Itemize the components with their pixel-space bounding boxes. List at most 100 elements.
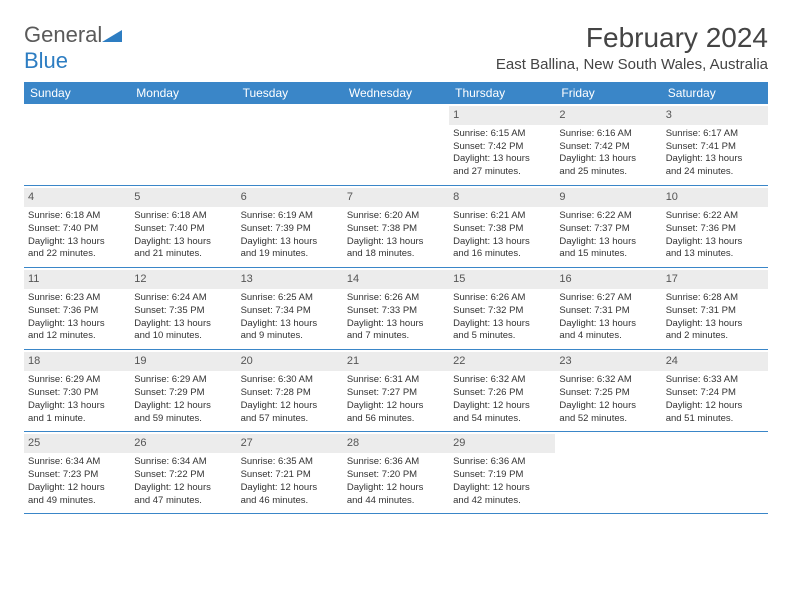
day-info-line: Sunset: 7:40 PM bbox=[134, 223, 232, 236]
day-info-line: Sunset: 7:28 PM bbox=[241, 387, 339, 400]
day-info-line: Sunset: 7:35 PM bbox=[134, 305, 232, 318]
day-info-line: and 7 minutes. bbox=[347, 330, 445, 343]
day-cell: 1 Sunrise: 6:15 AMSunset: 7:42 PMDaylight… bbox=[449, 104, 555, 185]
day-info-line: Sunrise: 6:19 AM bbox=[241, 210, 339, 223]
day-info: Sunrise: 6:36 AMSunset: 7:20 PMDaylight:… bbox=[347, 456, 445, 507]
day-info-line: Daylight: 13 hours bbox=[559, 153, 657, 166]
day-info-line: Sunrise: 6:32 AM bbox=[559, 374, 657, 387]
day-info-line: Sunset: 7:39 PM bbox=[241, 223, 339, 236]
day-info: Sunrise: 6:28 AMSunset: 7:31 PMDaylight:… bbox=[666, 292, 764, 343]
day-info-line: and 2 minutes. bbox=[666, 330, 764, 343]
day-info-line: and 16 minutes. bbox=[453, 248, 551, 261]
day-info: Sunrise: 6:30 AMSunset: 7:28 PMDaylight:… bbox=[241, 374, 339, 425]
logo-text: GeneralBlue bbox=[24, 22, 122, 74]
day-number: 8 bbox=[449, 188, 555, 207]
day-info-line: and 13 minutes. bbox=[666, 248, 764, 261]
day-info: Sunrise: 6:33 AMSunset: 7:24 PMDaylight:… bbox=[666, 374, 764, 425]
day-info-line: Daylight: 12 hours bbox=[28, 482, 126, 495]
day-info-line: Sunrise: 6:30 AM bbox=[241, 374, 339, 387]
day-info-line: Sunset: 7:30 PM bbox=[28, 387, 126, 400]
day-cell bbox=[237, 104, 343, 185]
day-cell: 13Sunrise: 6:25 AMSunset: 7:34 PMDayligh… bbox=[237, 268, 343, 349]
day-info-line: Sunset: 7:38 PM bbox=[347, 223, 445, 236]
day-info: Sunrise: 6:32 AMSunset: 7:25 PMDaylight:… bbox=[559, 374, 657, 425]
day-info-line: Sunrise: 6:27 AM bbox=[559, 292, 657, 305]
day-number: 1 bbox=[449, 106, 555, 125]
location: East Ballina, New South Wales, Australia bbox=[496, 56, 768, 73]
day-info-line: Daylight: 13 hours bbox=[453, 153, 551, 166]
day-cell: 21Sunrise: 6:31 AMSunset: 7:27 PMDayligh… bbox=[343, 350, 449, 431]
day-info-line: Sunset: 7:41 PM bbox=[666, 141, 764, 154]
day-cell: 16 Sunrise: 6:27 AMSunset: 7:31 PMDayligh… bbox=[555, 268, 661, 349]
logo-blue: Blue bbox=[24, 48, 68, 73]
day-info-line: Sunset: 7:22 PM bbox=[134, 469, 232, 482]
day-info-line: Sunrise: 6:29 AM bbox=[28, 374, 126, 387]
day-header: Friday bbox=[555, 82, 661, 104]
day-cell bbox=[130, 104, 236, 185]
day-info-line: Sunset: 7:27 PM bbox=[347, 387, 445, 400]
day-cell: 22Sunrise: 6:32 AMSunset: 7:26 PMDayligh… bbox=[449, 350, 555, 431]
day-info-line: Sunset: 7:29 PM bbox=[134, 387, 232, 400]
day-number: 21 bbox=[343, 352, 449, 371]
day-cell: 9Sunrise: 6:22 AMSunset: 7:37 PMDaylight… bbox=[555, 186, 661, 267]
day-info: Sunrise: 6:29 AMSunset: 7:29 PMDaylight:… bbox=[134, 374, 232, 425]
day-number: 10 bbox=[662, 188, 768, 207]
day-number: 4 bbox=[24, 188, 130, 207]
day-info-line: and 46 minutes. bbox=[241, 495, 339, 508]
day-cell: 26Sunrise: 6:34 AMSunset: 7:22 PMDayligh… bbox=[130, 432, 236, 513]
day-info-line: and 25 minutes. bbox=[559, 166, 657, 179]
day-info-line: and 12 minutes. bbox=[28, 330, 126, 343]
day-header: Monday bbox=[130, 82, 236, 104]
day-info-line: Sunrise: 6:36 AM bbox=[453, 456, 551, 469]
day-header: Tuesday bbox=[237, 82, 343, 104]
day-cell: 12Sunrise: 6:24 AMSunset: 7:35 PMDayligh… bbox=[130, 268, 236, 349]
day-info-line: Sunset: 7:23 PM bbox=[28, 469, 126, 482]
day-cell: 8Sunrise: 6:21 AMSunset: 7:38 PMDaylight… bbox=[449, 186, 555, 267]
day-info-line: Sunrise: 6:35 AM bbox=[241, 456, 339, 469]
day-info-line: Sunrise: 6:22 AM bbox=[666, 210, 764, 223]
day-cell: 14Sunrise: 6:26 AMSunset: 7:33 PMDayligh… bbox=[343, 268, 449, 349]
day-info-line: Sunset: 7:38 PM bbox=[453, 223, 551, 236]
day-cell: 4Sunrise: 6:18 AMSunset: 7:40 PMDaylight… bbox=[24, 186, 130, 267]
day-info-line: Sunset: 7:31 PM bbox=[559, 305, 657, 318]
day-info: Sunrise: 6:15 AMSunset: 7:42 PMDaylight:… bbox=[453, 128, 551, 179]
week-row: 1Sunrise: 6:15 AMSunset: 7:42 PMDaylight… bbox=[24, 104, 768, 186]
day-cell: 15Sunrise: 6:26 AMSunset: 7:32 PMDayligh… bbox=[449, 268, 555, 349]
day-cell bbox=[555, 432, 661, 513]
weeks-container: 1Sunrise: 6:15 AMSunset: 7:42 PMDaylight… bbox=[24, 104, 768, 514]
day-info: Sunrise: 6:16 AMSunset: 7:42 PMDaylight:… bbox=[559, 128, 657, 179]
day-info-line: Sunset: 7:25 PM bbox=[559, 387, 657, 400]
day-info: Sunrise: 6:27 AMSunset: 7:31 PMDaylight:… bbox=[559, 292, 657, 343]
day-info-line: and 21 minutes. bbox=[134, 248, 232, 261]
day-info-line: and 47 minutes. bbox=[134, 495, 232, 508]
day-info: Sunrise: 6:35 AMSunset: 7:21 PMDaylight:… bbox=[241, 456, 339, 507]
day-info-line: Daylight: 13 hours bbox=[241, 318, 339, 331]
day-info-line: Daylight: 12 hours bbox=[241, 400, 339, 413]
day-info-line: Sunrise: 6:34 AM bbox=[134, 456, 232, 469]
day-cell: 20Sunrise: 6:30 AMSunset: 7:28 PMDayligh… bbox=[237, 350, 343, 431]
day-info-line: Daylight: 13 hours bbox=[28, 236, 126, 249]
day-info-line: Sunrise: 6:15 AM bbox=[453, 128, 551, 141]
day-number: 29 bbox=[449, 434, 555, 453]
day-info: Sunrise: 6:26 AMSunset: 7:33 PMDaylight:… bbox=[347, 292, 445, 343]
day-number: 26 bbox=[130, 434, 236, 453]
day-info-line: and 27 minutes. bbox=[453, 166, 551, 179]
day-info: Sunrise: 6:29 AMSunset: 7:30 PMDaylight:… bbox=[28, 374, 126, 425]
day-info-line: Daylight: 13 hours bbox=[134, 236, 232, 249]
day-number: 7 bbox=[343, 188, 449, 207]
logo-triangle-icon bbox=[102, 22, 122, 48]
week-row: 18Sunrise: 6:29 AMSunset: 7:30 PMDayligh… bbox=[24, 350, 768, 432]
day-info-line: and 15 minutes. bbox=[559, 248, 657, 261]
day-info-line: and 24 minutes. bbox=[666, 166, 764, 179]
day-cell bbox=[343, 104, 449, 185]
week-row: 11Sunrise: 6:23 AMSunset: 7:36 PMDayligh… bbox=[24, 268, 768, 350]
day-info-line: Sunset: 7:40 PM bbox=[28, 223, 126, 236]
week-row: 4Sunrise: 6:18 AMSunset: 7:40 PMDaylight… bbox=[24, 186, 768, 268]
day-info-line: Daylight: 13 hours bbox=[666, 318, 764, 331]
logo-general: General bbox=[24, 22, 102, 47]
day-info-line: Sunset: 7:42 PM bbox=[559, 141, 657, 154]
day-info-line: Sunset: 7:19 PM bbox=[453, 469, 551, 482]
day-number: 16 bbox=[555, 270, 661, 289]
day-info-line: Sunrise: 6:21 AM bbox=[453, 210, 551, 223]
day-info-line: Sunrise: 6:23 AM bbox=[28, 292, 126, 305]
